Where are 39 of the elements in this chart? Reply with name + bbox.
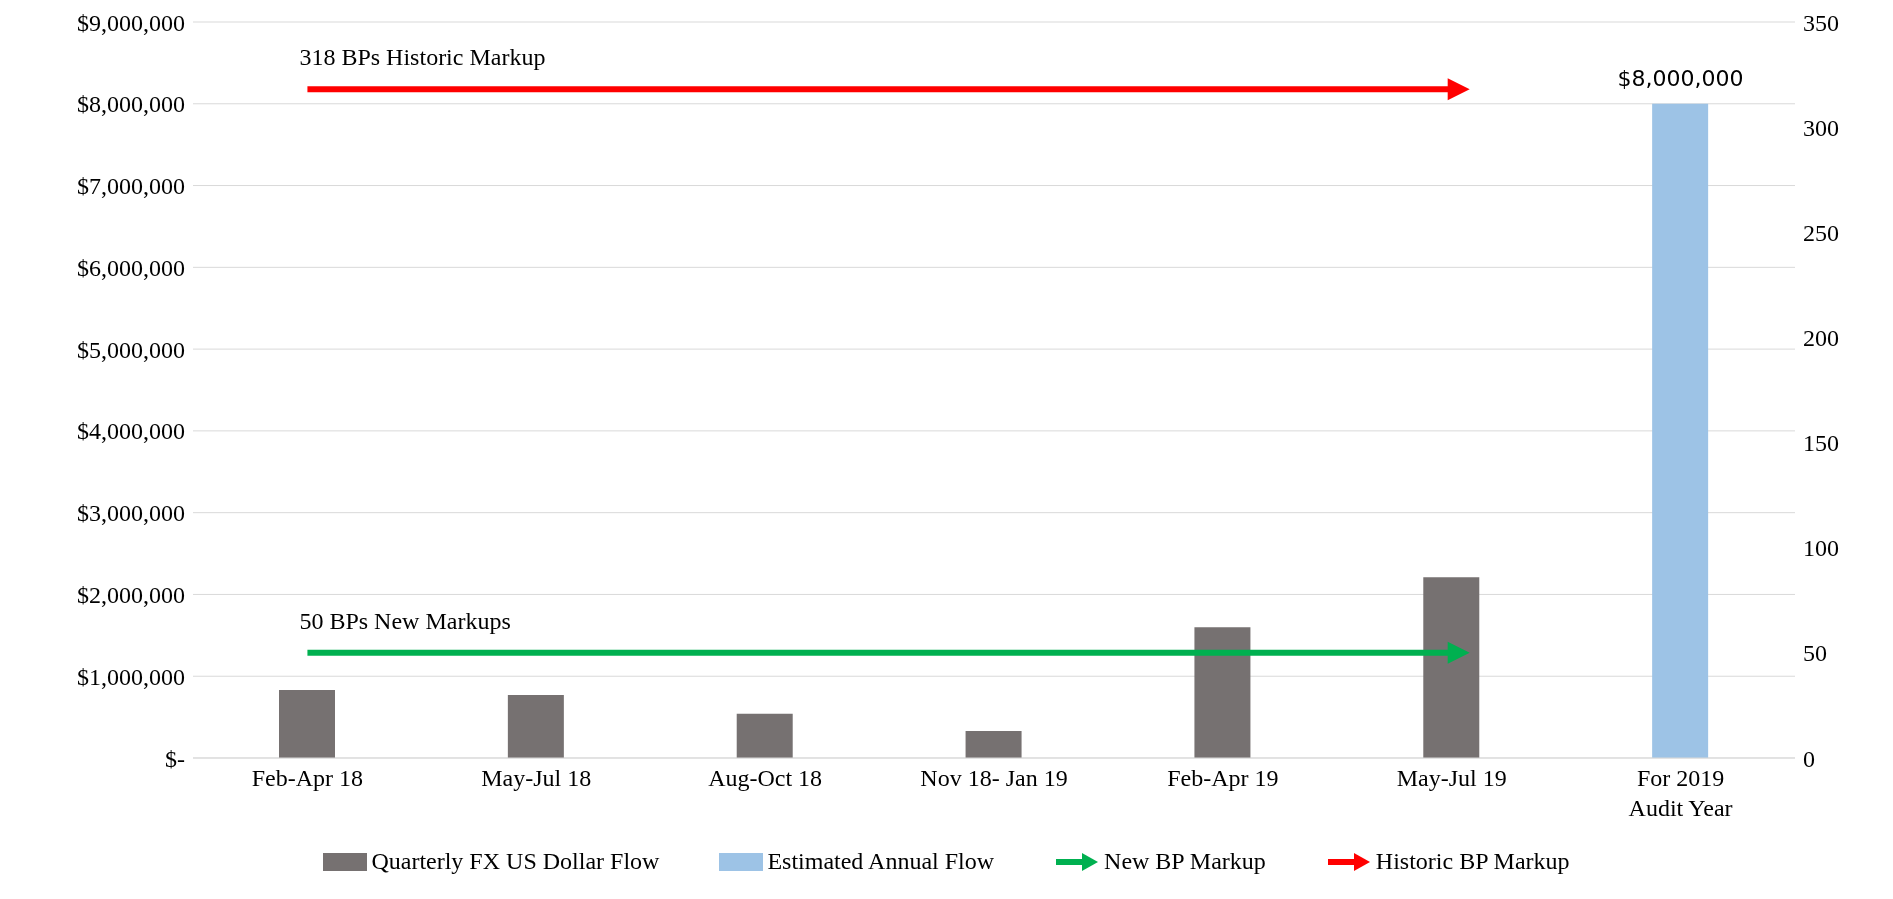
bar: [279, 690, 335, 758]
x-tick-label: Nov 18- Jan 19: [920, 765, 1068, 791]
annotation: 318 BPs Historic Markup: [299, 44, 546, 71]
data-label: $8,000,000: [1617, 65, 1744, 91]
annotation: 50 BPs New Markups: [299, 607, 511, 634]
legend-label: Historic BP Markup: [1375, 848, 1570, 875]
bar: [736, 713, 793, 758]
legend-label: Quarterly FX US Dollar Flow: [371, 848, 660, 875]
x-tick-label: Feb-Apr 18: [251, 765, 364, 791]
x-tick-label: Aug-Oct 18: [708, 765, 823, 791]
y2-tick-label: 100: [1803, 535, 1839, 562]
x-tick-label: For 2019 Audit Year: [1628, 765, 1733, 821]
y-tick-label: $3,000,000: [77, 500, 185, 527]
legend-label: New BP Markup: [1104, 848, 1266, 875]
y-tick-label: $6,000,000: [77, 254, 185, 281]
legend-label: Estimated Annual Flow: [767, 848, 995, 875]
x-tick-label: Feb-Apr 19: [1167, 765, 1279, 791]
y2-tick-label: 300: [1803, 114, 1839, 141]
y-tick-label: $5,000,000: [77, 336, 185, 363]
y-tick-label: $4,000,000: [77, 418, 185, 445]
y-tick-label: $8,000,000: [77, 91, 185, 118]
bar: [507, 695, 564, 758]
y-tick-label: $7,000,000: [77, 173, 185, 200]
y2-tick-label: 200: [1803, 324, 1839, 351]
y-tick-label: $1,000,000: [77, 663, 185, 690]
y-tick-label: $-: [165, 745, 185, 772]
x-tick-label: May-Jul 19: [1396, 765, 1507, 791]
y2-tick-label: 0: [1803, 745, 1815, 772]
bar: [965, 731, 1022, 758]
bar: [1652, 103, 1709, 758]
y2-tick-label: 250: [1803, 219, 1839, 246]
y2-tick-label: 50: [1803, 640, 1827, 667]
bar: [1194, 627, 1251, 758]
x-tick-label: May-Jul 18: [481, 765, 592, 791]
y2-tick-label: 150: [1803, 430, 1839, 457]
y-tick-label: $2,000,000: [77, 581, 185, 608]
y2-tick-label: 350: [1803, 9, 1839, 36]
y-tick-label: $9,000,000: [77, 9, 185, 36]
bar: [1423, 577, 1480, 758]
